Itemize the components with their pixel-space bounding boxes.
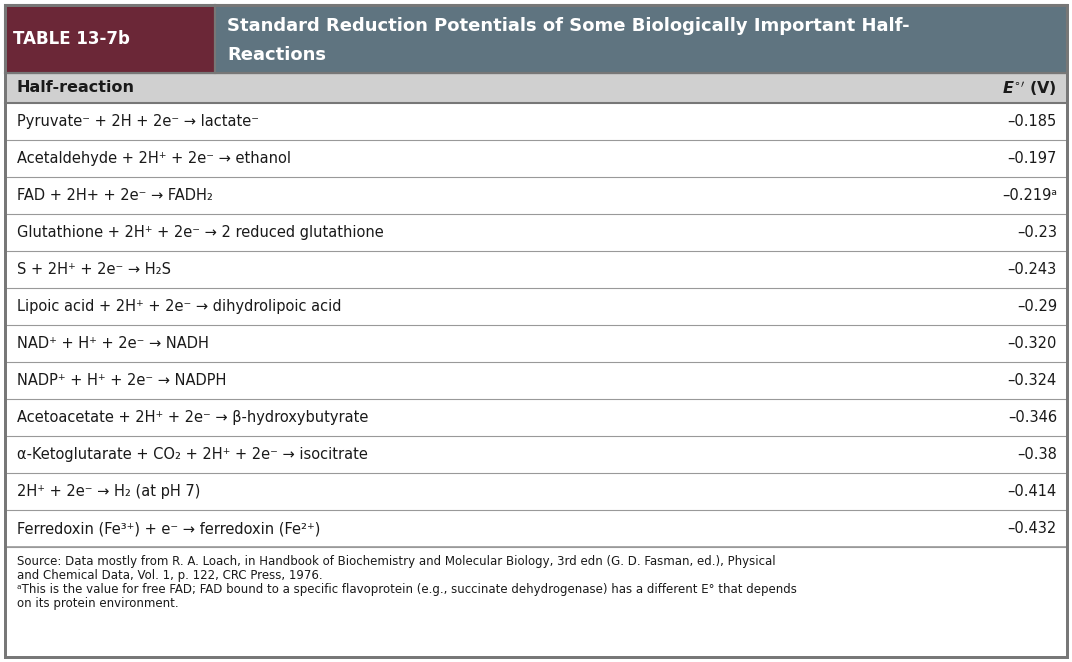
Text: ᵃThis is the value for free FAD; FAD bound to a specific flavoprotein (e.g., suc: ᵃThis is the value for free FAD; FAD bou… bbox=[17, 583, 796, 596]
Text: –0.432: –0.432 bbox=[1008, 521, 1057, 536]
Text: –0.23: –0.23 bbox=[1017, 225, 1057, 240]
Text: –0.29: –0.29 bbox=[1017, 299, 1057, 314]
Text: Acetoacetate + 2H⁺ + 2e⁻ → β-hydroxybutyrate: Acetoacetate + 2H⁺ + 2e⁻ → β-hydroxybuty… bbox=[17, 410, 369, 425]
Text: –0.320: –0.320 bbox=[1008, 336, 1057, 351]
Text: –0.346: –0.346 bbox=[1008, 410, 1057, 425]
Text: Glutathione + 2H⁺ + 2e⁻ → 2 reduced glutathione: Glutathione + 2H⁺ + 2e⁻ → 2 reduced glut… bbox=[17, 225, 384, 240]
Bar bbox=[5, 214, 1067, 251]
Bar bbox=[5, 362, 1067, 399]
Text: 2H⁺ + 2e⁻ → H₂ (at pH 7): 2H⁺ + 2e⁻ → H₂ (at pH 7) bbox=[17, 484, 200, 499]
Bar bbox=[5, 251, 1067, 288]
Bar bbox=[5, 177, 1067, 214]
Bar bbox=[5, 399, 1067, 436]
Bar bbox=[5, 288, 1067, 325]
Bar bbox=[5, 510, 1067, 547]
Text: –0.38: –0.38 bbox=[1017, 447, 1057, 462]
Text: α-Ketoglutarate + CO₂ + 2H⁺ + 2e⁻ → isocitrate: α-Ketoglutarate + CO₂ + 2H⁺ + 2e⁻ → isoc… bbox=[17, 447, 368, 462]
Bar bbox=[5, 547, 1067, 657]
Text: –0.243: –0.243 bbox=[1008, 262, 1057, 277]
Text: Reactions: Reactions bbox=[227, 46, 326, 64]
Text: –0.197: –0.197 bbox=[1008, 151, 1057, 166]
Text: –0.324: –0.324 bbox=[1008, 373, 1057, 388]
Bar bbox=[5, 436, 1067, 473]
Text: Pyruvate⁻ + 2H + 2e⁻ → lactate⁻: Pyruvate⁻ + 2H + 2e⁻ → lactate⁻ bbox=[17, 114, 259, 129]
Text: S + 2H⁺ + 2e⁻ → H₂S: S + 2H⁺ + 2e⁻ → H₂S bbox=[17, 262, 172, 277]
Text: Standard Reduction Potentials of Some Biologically Important Half-: Standard Reduction Potentials of Some Bi… bbox=[227, 17, 910, 35]
Bar bbox=[5, 103, 1067, 140]
Text: Half-reaction: Half-reaction bbox=[17, 81, 135, 95]
Bar bbox=[215, 5, 1067, 73]
Bar bbox=[5, 325, 1067, 362]
Text: NAD⁺ + H⁺ + 2e⁻ → NADH: NAD⁺ + H⁺ + 2e⁻ → NADH bbox=[17, 336, 209, 351]
Text: TABLE 13-7b: TABLE 13-7b bbox=[13, 30, 130, 48]
Text: $\bfit{E}$$^{\circ\prime}$ (V): $\bfit{E}$$^{\circ\prime}$ (V) bbox=[1002, 78, 1057, 98]
Text: on its protein environment.: on its protein environment. bbox=[17, 597, 179, 610]
Text: FAD + 2H+ + 2e⁻ → FADH₂: FAD + 2H+ + 2e⁻ → FADH₂ bbox=[17, 188, 213, 203]
Text: Ferredoxin (Fe³⁺) + e⁻ → ferredoxin (Fe²⁺): Ferredoxin (Fe³⁺) + e⁻ → ferredoxin (Fe²… bbox=[17, 521, 321, 536]
Text: Lipoic acid + 2H⁺ + 2e⁻ → dihydrolipoic acid: Lipoic acid + 2H⁺ + 2e⁻ → dihydrolipoic … bbox=[17, 299, 342, 314]
Bar bbox=[5, 5, 215, 73]
Bar bbox=[5, 473, 1067, 510]
Text: –0.185: –0.185 bbox=[1008, 114, 1057, 129]
Text: –0.219ᵃ: –0.219ᵃ bbox=[1002, 188, 1057, 203]
Text: NADP⁺ + H⁺ + 2e⁻ → NADPH: NADP⁺ + H⁺ + 2e⁻ → NADPH bbox=[17, 373, 226, 388]
Bar bbox=[5, 73, 1067, 103]
Text: Source: Data mostly from R. A. Loach, in Handbook of Biochemistry and Molecular : Source: Data mostly from R. A. Loach, in… bbox=[17, 555, 776, 568]
Text: Acetaldehyde + 2H⁺ + 2e⁻ → ethanol: Acetaldehyde + 2H⁺ + 2e⁻ → ethanol bbox=[17, 151, 291, 166]
Text: –0.414: –0.414 bbox=[1008, 484, 1057, 499]
Text: and Chemical Data, Vol. 1, p. 122, CRC Press, 1976.: and Chemical Data, Vol. 1, p. 122, CRC P… bbox=[17, 569, 323, 582]
Bar bbox=[5, 140, 1067, 177]
